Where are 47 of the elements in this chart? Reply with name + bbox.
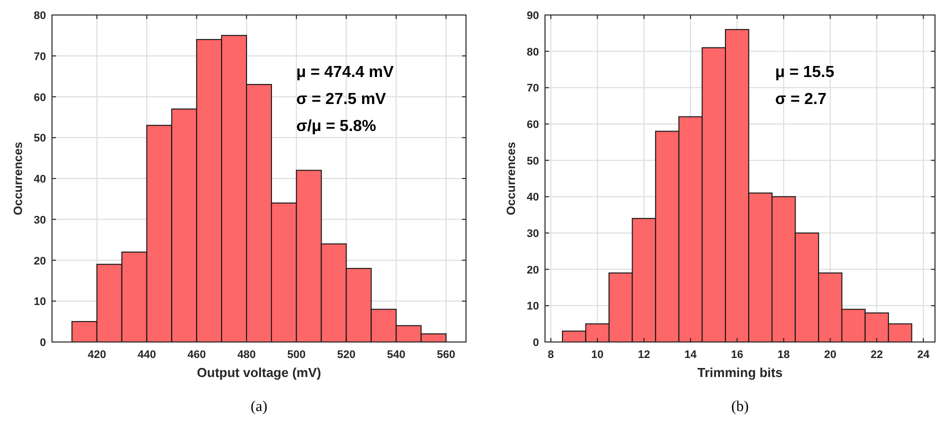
y-tick-label: 80 [34, 10, 46, 22]
x-tick-label: 16 [730, 349, 744, 361]
y-tick-label: 20 [526, 264, 539, 276]
y-tick-label: 0 [532, 337, 539, 349]
x-axis-title: Trimming bits [697, 365, 783, 380]
y-tick-label: 60 [526, 119, 539, 131]
y-tick-label: 0 [40, 337, 46, 349]
x-tick-label: 520 [337, 349, 356, 361]
y-tick-label: 90 [526, 10, 539, 22]
x-axis-title: Output voltage (mV) [196, 365, 322, 380]
x-tick-label: 8 [548, 349, 554, 361]
x-tick-label: 440 [138, 349, 156, 361]
x-tick-label: 22 [870, 349, 883, 361]
y-axis-title: Occurrences [11, 141, 25, 216]
x-tick-label: 20 [824, 349, 836, 361]
text: (b) [731, 399, 749, 415]
annotation: σ = 27.5 mV [296, 91, 386, 108]
y-tick-label: 30 [526, 228, 539, 240]
y-tick-label: 50 [526, 155, 539, 168]
y-tick-label: 50 [34, 132, 46, 145]
x-tick-label: 24 [917, 349, 930, 361]
y-tick-label: 70 [526, 82, 539, 95]
text: (a) [250, 399, 268, 415]
x-tick-label: 500 [287, 349, 306, 361]
x-tick-label: 14 [684, 349, 698, 361]
x-tick-label: 420 [88, 349, 106, 361]
x-tick-label: 480 [237, 349, 256, 361]
x-tick-label: 10 [591, 349, 604, 361]
y-tick-label: 30 [34, 214, 46, 226]
annotation: σ/μ = 5.8% [296, 118, 376, 135]
y-tick-label: 20 [34, 255, 46, 268]
y-tick-label: 10 [34, 296, 46, 308]
x-tick-label: 460 [187, 349, 206, 361]
annotation: μ = 474.4 mV [296, 64, 394, 81]
y-tick-label: 60 [34, 92, 46, 104]
x-tick-label: 12 [638, 349, 650, 361]
x-tick-label: 18 [778, 349, 790, 361]
x-tick-label: 540 [386, 349, 406, 361]
y-tick-label: 10 [526, 300, 539, 313]
annotation: σ = 2.7 [775, 91, 827, 108]
y-tick-label: 70 [34, 50, 46, 63]
x-tick-label: 560 [436, 349, 456, 361]
y-tick-label: 40 [34, 174, 46, 186]
y-tick-label: 40 [526, 192, 539, 204]
annotation: μ = 15.5 [775, 64, 834, 81]
y-axis-title: Occurrences [504, 141, 518, 216]
y-tick-label: 80 [526, 46, 539, 58]
